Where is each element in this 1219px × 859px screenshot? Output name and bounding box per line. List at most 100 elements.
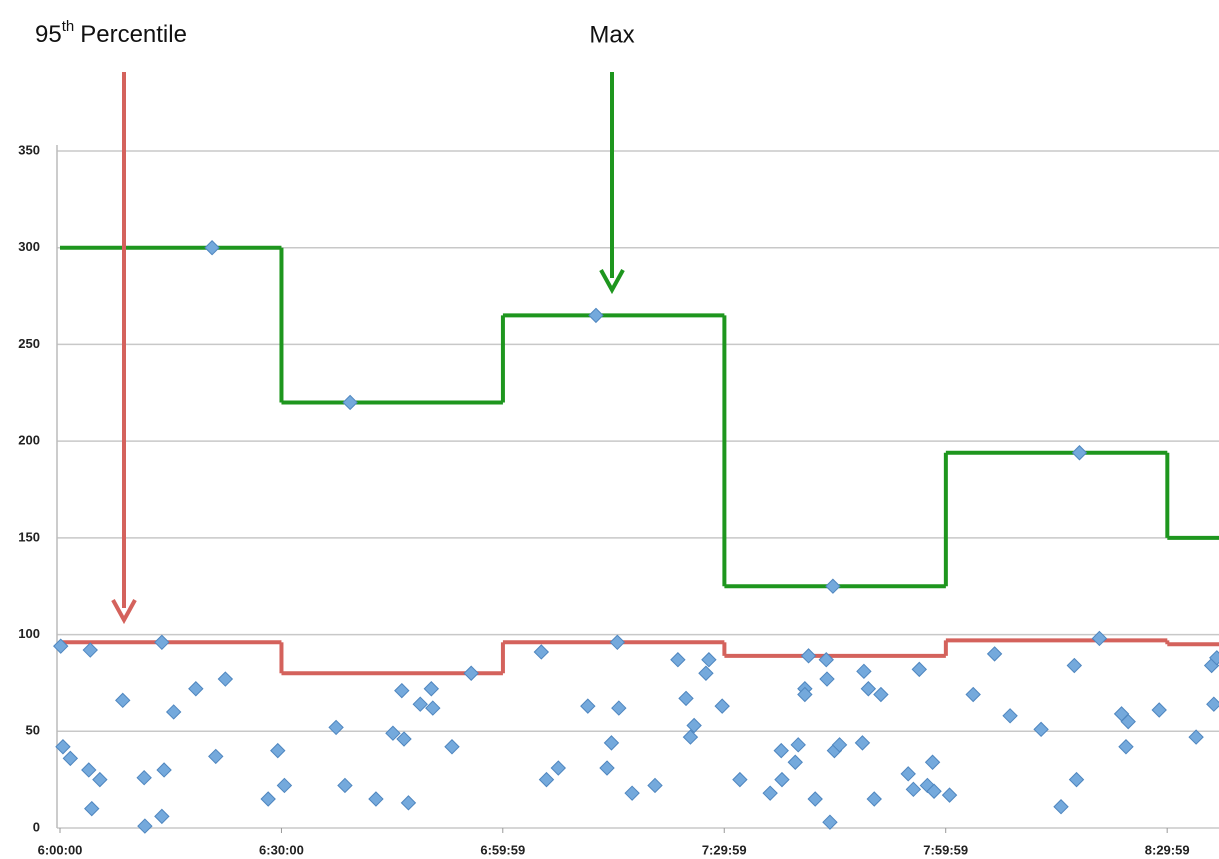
- point: [385, 725, 401, 741]
- point: [156, 762, 172, 778]
- point: [822, 814, 838, 830]
- point: [154, 808, 170, 825]
- point: [463, 665, 479, 681]
- point: [165, 704, 182, 720]
- point: [965, 686, 981, 703]
- point: [678, 690, 694, 707]
- point: [831, 737, 848, 753]
- point: [533, 644, 550, 660]
- point: [941, 787, 958, 803]
- point: [599, 760, 615, 776]
- x-tick-label: 7:59:59: [923, 842, 968, 857]
- annotation-label: 95th Percentile: [35, 18, 187, 48]
- point: [538, 771, 555, 788]
- point: [400, 795, 417, 811]
- y-tick-label: 100: [18, 626, 40, 641]
- point: [911, 661, 927, 678]
- point: [787, 754, 803, 770]
- point: [774, 771, 790, 788]
- annotation-label: Max: [589, 21, 634, 48]
- point: [328, 719, 344, 736]
- point: [701, 652, 717, 668]
- point: [55, 739, 71, 755]
- point: [444, 739, 460, 755]
- point: [82, 642, 98, 658]
- point: [137, 818, 153, 834]
- point: [588, 307, 604, 324]
- point: [609, 634, 626, 651]
- point: [686, 717, 702, 734]
- y-tick-label: 300: [18, 239, 40, 254]
- point: [926, 783, 942, 799]
- y-tick-label: 150: [18, 529, 40, 544]
- point: [154, 634, 170, 651]
- point: [337, 777, 353, 794]
- point: [62, 750, 79, 767]
- point: [580, 698, 596, 714]
- point: [396, 731, 412, 747]
- point: [260, 791, 276, 807]
- point: [136, 770, 152, 786]
- point: [1091, 630, 1108, 647]
- point: [425, 700, 441, 716]
- point: [368, 791, 384, 807]
- point: [773, 742, 789, 759]
- point: [84, 800, 100, 817]
- point: [204, 240, 220, 256]
- x-tick-label: 8:29:59: [1145, 842, 1190, 857]
- point: [866, 791, 882, 807]
- point: [115, 692, 131, 709]
- point: [800, 648, 817, 664]
- x-tick-label: 6:59:59: [480, 842, 525, 857]
- point: [698, 665, 714, 681]
- point: [276, 777, 293, 794]
- y-tick-label: 0: [33, 819, 40, 834]
- point: [714, 698, 730, 714]
- point: [860, 681, 877, 697]
- x-tick-label: 6:30:00: [259, 842, 304, 857]
- point: [624, 785, 640, 801]
- point: [270, 742, 286, 759]
- point: [924, 754, 941, 770]
- point: [762, 785, 778, 801]
- point: [412, 696, 428, 712]
- point: [603, 735, 620, 751]
- point: [900, 766, 916, 782]
- annotation-arrowhead: [599, 269, 625, 295]
- point: [550, 760, 567, 776]
- point: [53, 638, 69, 654]
- point: [807, 791, 823, 807]
- annotation-superscript: th: [62, 18, 75, 35]
- point: [1053, 799, 1069, 815]
- point: [905, 781, 922, 798]
- point: [423, 681, 440, 697]
- point: [790, 737, 806, 753]
- point: [825, 578, 841, 594]
- point: [342, 394, 358, 411]
- annotation-arrowhead: [111, 599, 137, 625]
- point: [1068, 771, 1085, 788]
- point: [217, 671, 234, 687]
- x-tick-label: 7:29:59: [702, 842, 747, 857]
- y-tick-label: 350: [18, 142, 40, 157]
- y-tick-label: 250: [18, 336, 40, 351]
- point: [208, 748, 224, 765]
- point: [81, 762, 97, 778]
- point: [1188, 729, 1204, 745]
- point: [797, 686, 813, 703]
- point: [873, 686, 889, 703]
- point: [394, 682, 410, 699]
- point: [819, 671, 835, 687]
- point: [1120, 713, 1136, 730]
- point: [611, 700, 627, 716]
- y-tick-label: 200: [18, 433, 40, 448]
- point: [1002, 708, 1018, 724]
- x-tick-label: 6:00:00: [38, 842, 83, 857]
- point: [670, 652, 686, 668]
- point: [986, 646, 1003, 662]
- point: [1071, 445, 1088, 461]
- point: [854, 735, 871, 751]
- point: [1206, 696, 1219, 712]
- annotation-text: 95: [35, 21, 62, 48]
